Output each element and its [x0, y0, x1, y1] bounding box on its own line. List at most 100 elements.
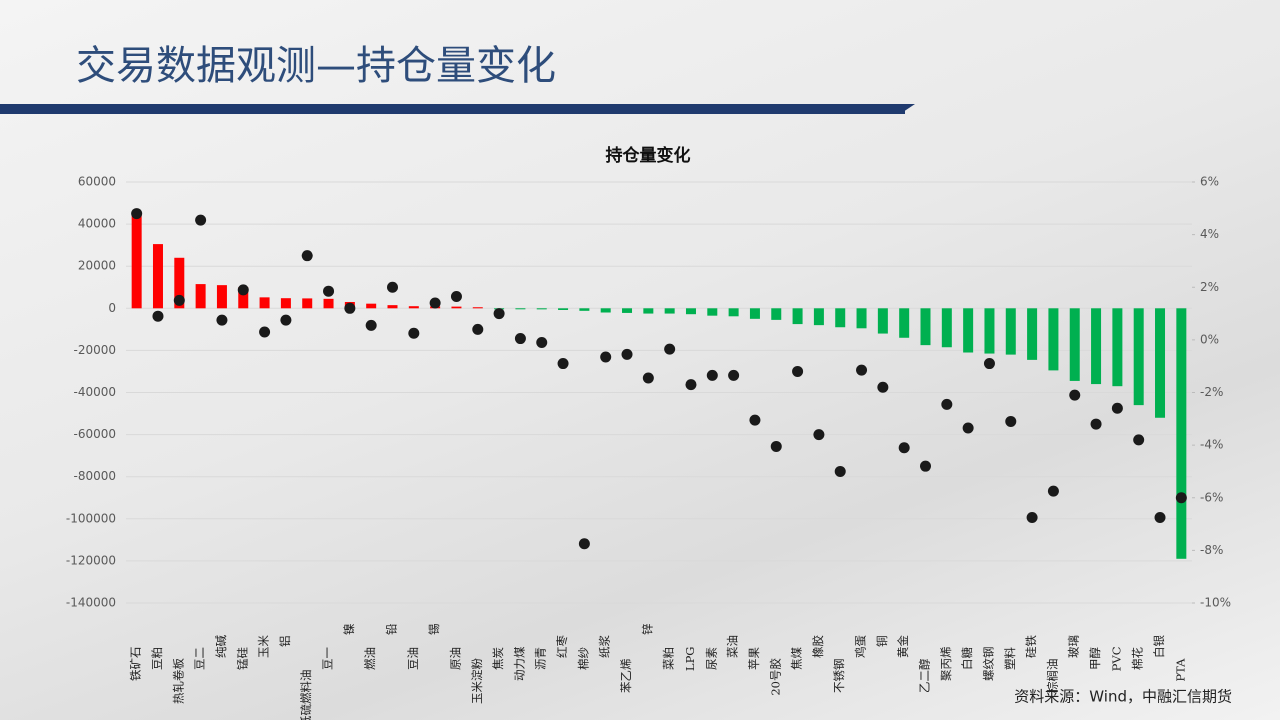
bar — [1027, 308, 1038, 360]
x-tick-label: 铝 — [278, 636, 292, 648]
x-tick-label: 塑料 — [1003, 647, 1017, 670]
x-tick-label: 铁矿石 — [129, 647, 143, 682]
scatter-point — [834, 465, 846, 477]
scatter-point — [578, 538, 590, 550]
x-tick-label: 棉纱 — [576, 647, 590, 670]
scatter-point — [770, 440, 782, 452]
scatter-point — [323, 285, 335, 297]
y2-tick-label: 4% — [1200, 227, 1219, 241]
x-tick-label: 鸡蛋 — [854, 635, 868, 658]
x-tick-label: 尿素 — [704, 647, 718, 670]
y-tick-label: 20000 — [78, 259, 116, 273]
scatter-point — [813, 429, 825, 441]
scatter-point — [600, 351, 612, 363]
x-tick-label: 苹果 — [747, 647, 761, 670]
scatter-point — [792, 365, 804, 377]
y2-tick-label: 2% — [1200, 280, 1219, 294]
bar — [728, 308, 739, 317]
scatter-point — [1005, 415, 1017, 427]
x-tick-label: 沥青 — [534, 647, 548, 670]
bar — [536, 308, 547, 310]
x-tick-label: 黄金 — [896, 635, 910, 658]
bar — [174, 257, 185, 309]
x-tick-label: 不锈钢 — [832, 659, 846, 694]
scatter-point — [429, 297, 441, 309]
scatter-point — [706, 369, 718, 381]
scatter-point — [387, 281, 398, 293]
bar — [899, 308, 910, 338]
x-tick-label: 20号胶 — [768, 658, 782, 696]
x-tick-label: 螺纹钢 — [981, 647, 995, 682]
scatter-point — [621, 348, 633, 360]
y2-tick-label: -6% — [1200, 490, 1223, 504]
y2-tick-label: 0% — [1200, 332, 1219, 346]
scatter-point — [1154, 511, 1166, 523]
bar — [835, 308, 846, 328]
x-tick-label: 玉米 — [257, 635, 271, 658]
scatter-point — [152, 310, 164, 322]
y-tick-label: -40000 — [73, 385, 116, 399]
bar — [941, 308, 952, 348]
bar — [259, 297, 270, 309]
y2-tick-label: -10% — [1200, 596, 1231, 610]
y2-tick-label: -2% — [1200, 385, 1223, 399]
bar — [558, 308, 569, 310]
bar — [195, 284, 206, 309]
bar — [877, 308, 888, 334]
scatter-point — [685, 379, 697, 391]
bar — [813, 308, 824, 326]
scatter-point — [1090, 418, 1102, 430]
x-tick-label: 玻璃 — [1067, 635, 1081, 658]
scatter-point — [493, 308, 505, 320]
bar — [152, 244, 163, 309]
x-tick-label: 纸浆 — [598, 635, 612, 658]
x-tick-label: 锌 — [640, 623, 654, 635]
x-tick-label: 玉米淀粉 — [470, 658, 484, 704]
x-tick-label: 豆一 — [321, 647, 335, 670]
x-tick-label: 焦煤 — [790, 647, 804, 670]
x-tick-label: 聚丙烯 — [939, 647, 953, 682]
x-tick-label: 燃油 — [363, 647, 377, 670]
scatter-point — [962, 422, 974, 434]
scatter-point — [173, 294, 185, 306]
scatter-point — [920, 460, 931, 472]
x-tick-label: 甲醇 — [1088, 647, 1102, 670]
bar — [515, 308, 526, 310]
x-tick-label: 棉花 — [1131, 647, 1145, 670]
y-tick-label: 40000 — [78, 217, 116, 231]
bar — [1133, 308, 1144, 406]
bar — [963, 308, 974, 353]
bar — [302, 298, 313, 309]
x-tick-label: 菜油 — [726, 635, 740, 658]
scatter-point — [408, 327, 420, 339]
x-tick-label: 低硫燃料油 — [299, 670, 313, 720]
scatter-point — [898, 442, 910, 454]
x-tick-label: LPG — [683, 647, 697, 672]
bar — [579, 308, 590, 311]
scatter-point — [1111, 402, 1123, 414]
bar — [1112, 308, 1123, 387]
bar — [131, 214, 142, 309]
y-tick-label: 0 — [108, 301, 116, 315]
x-tick-label: 锡 — [427, 624, 441, 636]
y-tick-label: 60000 — [78, 175, 116, 189]
x-tick-label: 豆二 — [193, 647, 207, 670]
scatter-point — [557, 358, 569, 370]
bar — [366, 303, 377, 309]
scatter-point — [1047, 485, 1059, 497]
x-tick-label: 动力煤 — [512, 646, 526, 681]
scatter-point — [259, 326, 271, 338]
x-tick-label: 焦炭 — [491, 647, 505, 670]
chart-title: 持仓量变化 — [606, 145, 691, 166]
x-tick-label: 白糖 — [960, 647, 974, 670]
bar — [792, 308, 803, 325]
scatter-point — [472, 323, 484, 335]
bar — [1091, 308, 1102, 385]
y2-tick-label: -4% — [1200, 438, 1223, 452]
bar — [771, 308, 782, 320]
x-tick-label: 铅 — [385, 623, 399, 635]
title-bar — [0, 104, 905, 114]
bar — [1005, 308, 1016, 355]
scatter-point — [856, 364, 868, 376]
